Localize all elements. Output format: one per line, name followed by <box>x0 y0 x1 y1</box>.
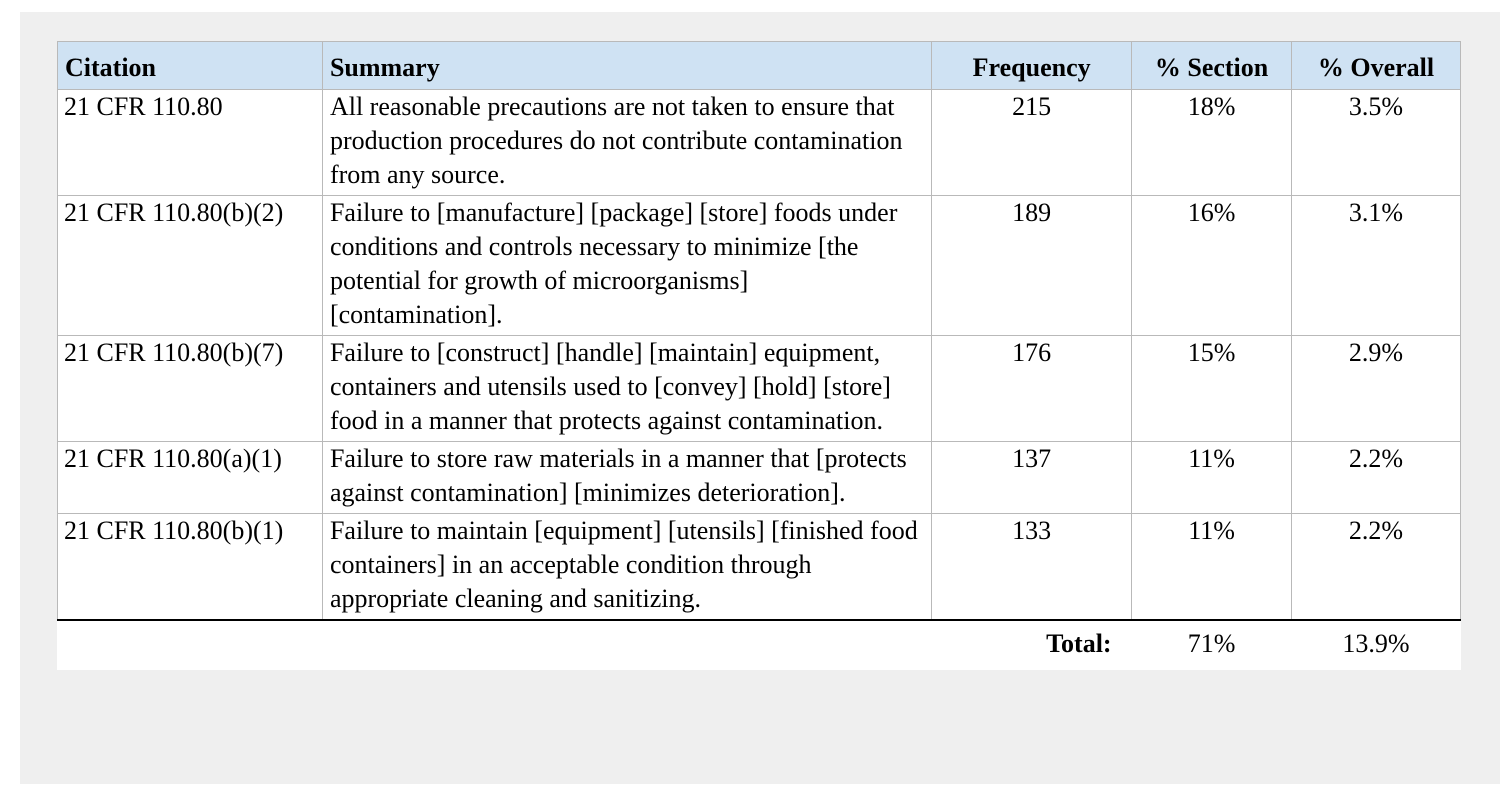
table-row: 21 CFR 110.80(a)(1) Failure to store raw… <box>57 441 1461 514</box>
table-header: Citation Summary Frequency % Section % O… <box>57 41 1461 90</box>
table-row: 21 CFR 110.80 All reasonable precautions… <box>57 89 1461 196</box>
pct-section-cell: 11% <box>1131 441 1293 514</box>
header-summary: Summary <box>321 41 933 90</box>
pct-overall-cell: 2.9% <box>1291 335 1461 442</box>
pct-overall-cell: 2.2% <box>1291 513 1461 621</box>
pct-section-cell: 16% <box>1131 195 1293 336</box>
pct-overall-cell: 3.1% <box>1291 195 1461 336</box>
header-frequency: Frequency <box>931 41 1133 90</box>
header-pct-overall: % Overall <box>1291 41 1461 90</box>
summary-cell: Failure to [construct] [handle] [maintai… <box>321 335 933 442</box>
total-spacer <box>57 619 323 670</box>
frequency-cell: 176 <box>931 335 1133 442</box>
frequency-cell: 215 <box>931 89 1133 196</box>
pct-section-cell: 15% <box>1131 335 1293 442</box>
summary-cell: Failure to [manufacture] [package] [stor… <box>321 195 933 336</box>
pct-section-cell: 11% <box>1131 513 1293 621</box>
citation-cell: 21 CFR 110.80(b)(7) <box>57 335 323 442</box>
header-citation: Citation <box>57 41 323 90</box>
citation-cell: 21 CFR 110.80 <box>57 89 323 196</box>
frequency-cell: 189 <box>931 195 1133 336</box>
header-pct-section: % Section <box>1131 41 1293 90</box>
citations-table: Citation Summary Frequency % Section % O… <box>57 41 1461 670</box>
table-row: 21 CFR 110.80(b)(2) Failure to [manufact… <box>57 195 1461 336</box>
total-label: Total: <box>931 619 1132 670</box>
citation-cell: 21 CFR 110.80(b)(2) <box>57 195 323 336</box>
pct-overall-cell: 3.5% <box>1291 89 1461 196</box>
summary-cell: Failure to maintain [equipment] [utensil… <box>321 513 933 621</box>
total-spacer <box>322 619 932 670</box>
table-footer: Total: 71% 13.9% <box>57 619 1461 670</box>
citation-cell: 21 CFR 110.80(b)(1) <box>57 513 323 621</box>
table-row: 21 CFR 110.80(b)(1) Failure to maintain … <box>57 513 1461 621</box>
frequency-cell: 137 <box>931 441 1133 514</box>
total-pct-section: 71% <box>1131 619 1292 670</box>
table-row: 21 CFR 110.80(b)(7) Failure to [construc… <box>57 335 1461 442</box>
citation-cell: 21 CFR 110.80(a)(1) <box>57 441 323 514</box>
table-body: 21 CFR 110.80 All reasonable precautions… <box>57 89 1461 621</box>
summary-cell: Failure to store raw materials in a mann… <box>321 441 933 514</box>
summary-cell: All reasonable precautions are not taken… <box>321 89 933 196</box>
pct-section-cell: 18% <box>1131 89 1293 196</box>
total-row: Total: 71% 13.9% <box>57 619 1461 670</box>
header-row: Citation Summary Frequency % Section % O… <box>57 41 1461 90</box>
pct-overall-cell: 2.2% <box>1291 441 1461 514</box>
frequency-cell: 133 <box>931 513 1133 621</box>
total-pct-overall: 13.9% <box>1291 619 1461 670</box>
